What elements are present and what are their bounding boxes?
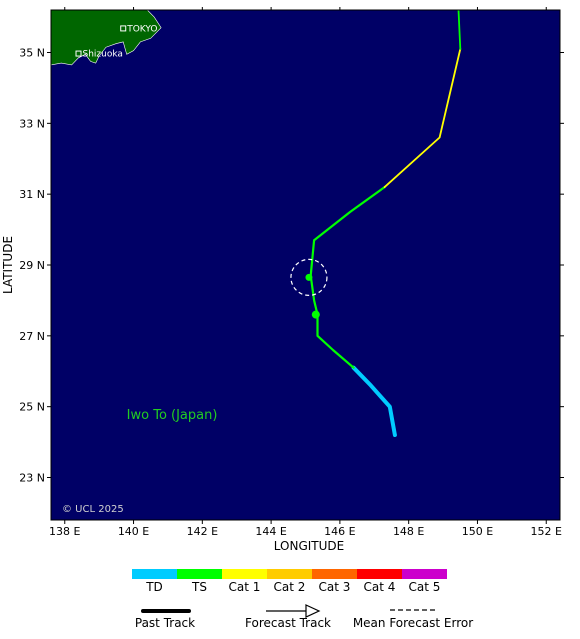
category-swatch-cat-5 xyxy=(402,569,447,579)
city-label: TOKYO xyxy=(126,24,157,34)
category-swatch-cat-1 xyxy=(222,569,267,579)
x-tick-label: 142 E xyxy=(187,525,218,538)
category-swatch-cat-3 xyxy=(312,569,357,579)
x-tick-label: 144 E xyxy=(255,525,286,538)
category-label: Cat 1 xyxy=(229,580,261,594)
mean-forecast-error-label: Mean Forecast Error xyxy=(353,616,473,630)
x-tick-label: 152 E xyxy=(531,525,562,538)
island-label-iwo-to: Iwo To (Japan) xyxy=(127,408,218,423)
storm-track xyxy=(290,10,462,437)
city-marker-icon xyxy=(75,50,82,57)
forecast-error-circle xyxy=(290,258,328,296)
ocean-area xyxy=(51,10,560,520)
y-tick-label: 23 N xyxy=(19,472,45,485)
category-swatch-cat-4 xyxy=(357,569,402,579)
track-segment-cat-1 xyxy=(383,48,462,189)
category-label: Cat 3 xyxy=(319,580,351,594)
x-tick-label: 140 E xyxy=(118,525,149,538)
category-swatch-ts xyxy=(177,569,222,579)
copyright-notice: © UCL 2025 xyxy=(62,504,124,515)
track-segment-ts xyxy=(309,186,386,369)
y-tick-label: 27 N xyxy=(19,330,45,343)
city-label: Shizuoka xyxy=(83,50,123,60)
category-swatch-cat-2 xyxy=(267,569,312,579)
x-axis-title: LONGITUDE xyxy=(274,539,344,553)
y-tick-label: 25 N xyxy=(19,401,45,414)
category-swatch-td xyxy=(132,569,177,579)
category-label: Cat 2 xyxy=(274,580,306,594)
forecast-arrow-icon xyxy=(305,604,321,618)
x-tick-label: 138 E xyxy=(49,525,80,538)
y-axis-title: LATITUDE xyxy=(1,236,15,294)
x-tick-label: 148 E xyxy=(393,525,424,538)
y-tick-label: 31 N xyxy=(19,188,45,201)
x-tick-label: 146 E xyxy=(324,525,355,538)
past-track-label: Past Track xyxy=(135,616,195,630)
category-label: Cat 5 xyxy=(409,580,441,594)
track-segment-td xyxy=(351,365,397,437)
y-tick-label: 35 N xyxy=(19,47,45,60)
category-label: Cat 4 xyxy=(364,580,396,594)
place-markers: TOKYO Shizuoka xyxy=(75,24,157,60)
category-label: TD xyxy=(145,580,163,594)
track-segment-ts xyxy=(457,10,462,50)
y-tick-label: 33 N xyxy=(19,117,45,130)
category-label: TS xyxy=(191,580,207,594)
city-marker-icon xyxy=(120,25,127,32)
track-type-legend: Past Track Forecast Track Mean Forecast … xyxy=(135,604,473,630)
y-tick-label: 29 N xyxy=(19,259,45,272)
forecast-track-label: Forecast Track xyxy=(245,616,331,630)
storm-position-marker xyxy=(311,310,320,319)
axis-ticks: 138 E 140 E 142 E 144 E 146 E 148 E 150 E 152 E… xyxy=(19,7,564,538)
category-legend: TD TS Cat 1 Cat 2 Cat 3 Cat 4 Cat 5 xyxy=(132,569,447,594)
x-tick-label: 150 E xyxy=(462,525,493,538)
storm-position-marker xyxy=(305,273,313,281)
